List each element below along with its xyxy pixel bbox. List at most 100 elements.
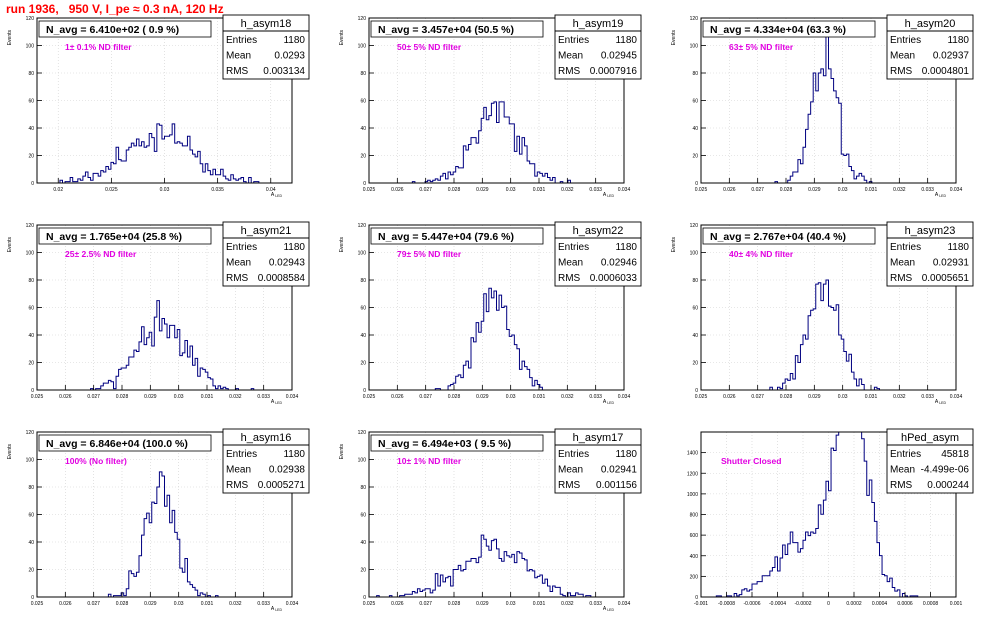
stats-value: 0.02937 (933, 51, 970, 62)
x-tick-label: 0.03 (174, 601, 184, 607)
x-tick-label: 0.04 (266, 187, 276, 193)
x-tick-label: 0.026 (391, 601, 404, 607)
stats-title: h_asym18 (241, 18, 292, 30)
stats-value: 0.0005651 (922, 273, 970, 284)
chart-h_asym18: 0 20 40 60 80 100 120 0.02 0.025 0.03 0.035 0.04A L… (7, 14, 310, 198)
y-tick-label: 40 (360, 540, 366, 546)
histogram-line (37, 300, 292, 391)
x-tick-label: 0.032 (561, 601, 574, 607)
y-tick-label: 20 (692, 361, 698, 367)
y-tick-label: 60 (360, 513, 366, 519)
stats-value: 1180 (283, 449, 305, 460)
stats-value: 1180 (615, 449, 637, 460)
stats-label: RMS (558, 66, 581, 77)
y-tick-label: 120 (358, 223, 367, 229)
x-tick-label: 0 (827, 601, 830, 607)
stats-label: Mean (890, 258, 915, 269)
y-tick-label: 1400 (687, 451, 698, 457)
y-tick-label: 120 (26, 16, 35, 22)
filter-annotation: 40± 4% ND filter (729, 249, 794, 259)
navg-box (702, 227, 876, 245)
x-tick-label: 0.025 (31, 394, 44, 400)
y-tick-label: 80 (360, 485, 366, 491)
x-tick-label: 0.032 (561, 187, 574, 193)
stats-title: hPed_asym (901, 432, 959, 444)
y-tick-label: 0 (31, 595, 34, 601)
chart-hPed_asym: 0 200 400 600 800 1000 1200 1400 -0.001 -0.0008 -0… (687, 428, 974, 607)
stats-value: 1180 (947, 35, 969, 46)
navg-label: N_avg = 6.410e+02 ( 0.9 %) (46, 24, 179, 36)
navg-box (370, 227, 544, 245)
y-tick-label: 80 (28, 485, 34, 491)
stats-title: h_asym19 (573, 18, 624, 30)
x-tick-label: 0.028 (116, 601, 129, 607)
stats-value: 1180 (283, 242, 305, 253)
x-tick-label: 0.025 (695, 187, 708, 193)
x-tick-label: 0.034 (618, 601, 631, 607)
x-tick-label: 0.027 (419, 187, 432, 193)
stats-label: Entries (226, 242, 257, 253)
x-tick-label: 0.025 (31, 601, 44, 607)
y-tick-label: 80 (360, 278, 366, 284)
y-tick-label: 120 (690, 223, 699, 229)
stats-title: h_asym22 (573, 225, 624, 237)
stats-value: 0.001156 (596, 480, 637, 491)
y-tick-label: 20 (360, 568, 366, 574)
x-tick-label: 0.025 (695, 394, 708, 400)
navg-label: N_avg = 4.334e+04 (63.3 %) (710, 24, 846, 36)
x-tick-label: 0.033 (257, 394, 270, 400)
stats-label: Mean (890, 51, 915, 62)
x-tick-label: 0.001 (950, 601, 963, 607)
stats-label: RMS (890, 480, 913, 491)
panel-h_asym19: 0 20 40 60 80 100 120 0.025 0.026 0.027 0.028 0.029… (332, 14, 664, 222)
page-title: run 1936, 950 V, I_pe ≈ 0.3 nA, 120 Hz (6, 2, 224, 16)
stats-box (554, 221, 642, 287)
stats-label: Entries (558, 35, 589, 46)
y-tick-label: 0 (363, 181, 366, 187)
histogram-line (369, 287, 624, 391)
stats-value: 0.000244 (927, 480, 969, 491)
y-tick-label: 600 (690, 533, 699, 539)
x-tick-label: 0.034 (286, 394, 299, 400)
x-tick-label: 0.034 (618, 187, 631, 193)
y-axis-title: Events (339, 237, 345, 253)
x-tick-label: 0.03 (160, 187, 170, 193)
navg-label: N_avg = 5.447e+04 (79.6 %) (378, 231, 514, 243)
x-axis-title: A LED (603, 606, 615, 612)
y-tick-label: 100 (358, 44, 367, 50)
x-tick-label: 0.032 (893, 187, 906, 193)
x-tick-label: 0.032 (561, 394, 574, 400)
chart-h_asym16: 0 20 40 60 80 100 120 0.025 0.026 0.027 0.028 0.029… (7, 428, 310, 612)
x-tick-label: 0.0002 (846, 601, 862, 607)
stats-value: 1180 (615, 242, 637, 253)
x-tick-label: 0.026 (391, 187, 404, 193)
stats-label: Entries (890, 242, 921, 253)
y-tick-label: 20 (28, 361, 34, 367)
stats-value: 0.02946 (601, 258, 638, 269)
filter-annotation: Shutter Closed (721, 456, 781, 466)
navg-label: N_avg = 6.846e+04 (100.0 %) (46, 438, 188, 450)
x-tick-label: 0.03 (838, 394, 848, 400)
x-tick-label: 0.027 (419, 601, 432, 607)
stats-label: RMS (226, 273, 249, 284)
y-tick-label: 0 (31, 181, 34, 187)
x-tick-label: 0.026 (723, 394, 736, 400)
x-tick-label: 0.03 (506, 187, 516, 193)
y-tick-label: 120 (358, 430, 367, 436)
chart-h_asym20: 0 20 40 60 80 100 120 0.025 0.026 0.027 0.028 0.029… (671, 14, 974, 198)
x-tick-label: 0.033 (921, 187, 934, 193)
x-tick-label: 0.027 (87, 601, 100, 607)
y-tick-label: 1200 (687, 471, 698, 477)
y-axis-title: Events (671, 237, 677, 253)
stats-value: 1180 (283, 35, 305, 46)
y-tick-label: 100 (26, 458, 35, 464)
histogram-line (37, 123, 292, 184)
x-tick-label: -0.0006 (744, 601, 761, 607)
y-tick-label: 0 (363, 595, 366, 601)
y-tick-label: 100 (690, 44, 699, 50)
y-tick-label: 0 (31, 388, 34, 394)
histogram-line (369, 101, 624, 184)
stats-box (886, 221, 974, 287)
stats-box (886, 14, 974, 80)
y-tick-label: 120 (26, 223, 35, 229)
